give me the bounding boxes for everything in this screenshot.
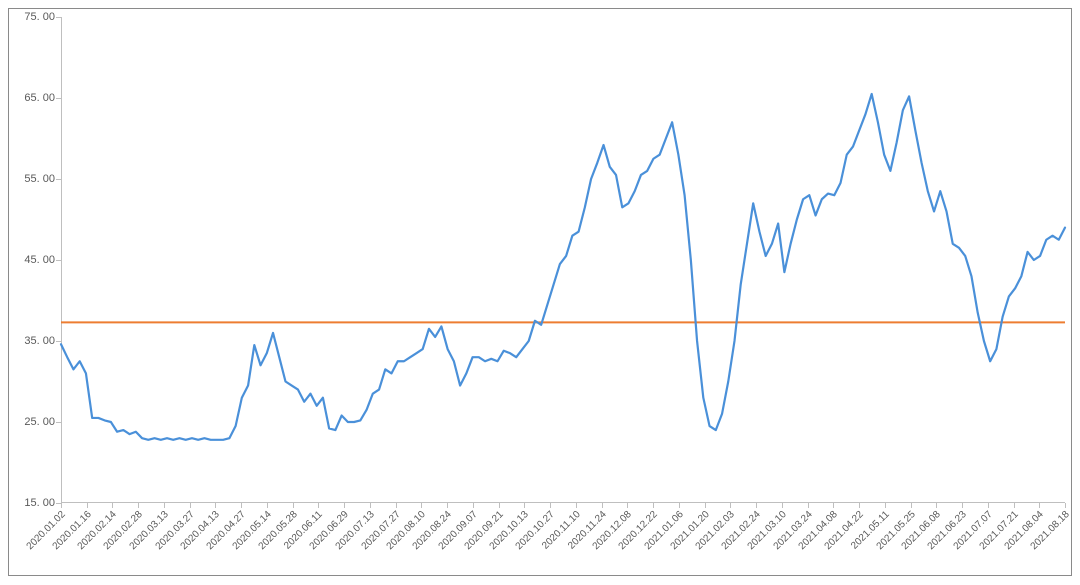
y-tick-label: 65. 00 — [10, 92, 55, 104]
x-tick-mark — [164, 503, 165, 508]
x-tick-mark — [936, 503, 937, 508]
x-tick-mark — [1014, 503, 1015, 508]
chart-svg — [61, 17, 1065, 503]
x-tick-mark — [859, 503, 860, 508]
x-tick-mark — [988, 503, 989, 508]
x-tick-mark — [1065, 503, 1066, 508]
x-tick-mark — [190, 503, 191, 508]
x-tick-mark — [344, 503, 345, 508]
y-tick-mark — [56, 260, 61, 261]
y-tick-label: 75. 00 — [10, 11, 55, 23]
x-tick-mark — [550, 503, 551, 508]
x-tick-mark — [370, 503, 371, 508]
y-tick-mark — [56, 422, 61, 423]
x-tick-mark — [602, 503, 603, 508]
x-tick-mark — [576, 503, 577, 508]
x-tick-mark — [112, 503, 113, 508]
x-tick-mark — [679, 503, 680, 508]
y-tick-label: 25. 00 — [10, 416, 55, 428]
x-tick-mark — [833, 503, 834, 508]
y-tick-mark — [56, 17, 61, 18]
x-tick-mark — [653, 503, 654, 508]
x-tick-mark — [293, 503, 294, 508]
x-tick-mark — [499, 503, 500, 508]
x-tick-mark — [61, 503, 62, 508]
x-tick-mark — [267, 503, 268, 508]
y-tick-mark — [56, 98, 61, 99]
x-tick-mark — [318, 503, 319, 508]
x-tick-mark — [730, 503, 731, 508]
x-tick-mark — [138, 503, 139, 508]
y-tick-mark — [56, 179, 61, 180]
x-tick-mark — [1039, 503, 1040, 508]
y-tick-label: 55. 00 — [10, 173, 55, 185]
x-tick-mark — [473, 503, 474, 508]
chart-container: 15. 00 25. 00 35. 00 45. 00 55. 00 65. 00 75. … — [8, 8, 1072, 576]
x-tick-mark — [447, 503, 448, 508]
x-tick-mark — [756, 503, 757, 508]
x-tick-mark — [421, 503, 422, 508]
x-tick-mark — [627, 503, 628, 508]
x-tick-mark — [782, 503, 783, 508]
x-tick-mark — [524, 503, 525, 508]
y-tick-label: 35. 00 — [10, 335, 55, 347]
x-tick-mark — [87, 503, 88, 508]
y-tick-label: 45. 00 — [10, 254, 55, 266]
x-tick-mark — [911, 503, 912, 508]
x-tick-mark — [808, 503, 809, 508]
x-tick-mark — [705, 503, 706, 508]
y-tick-mark — [56, 341, 61, 342]
x-tick-mark — [215, 503, 216, 508]
y-tick-label: 15. 00 — [10, 497, 55, 509]
x-tick-mark — [396, 503, 397, 508]
x-tick-mark — [885, 503, 886, 508]
series-line — [61, 94, 1065, 440]
x-tick-mark — [241, 503, 242, 508]
x-tick-mark — [962, 503, 963, 508]
